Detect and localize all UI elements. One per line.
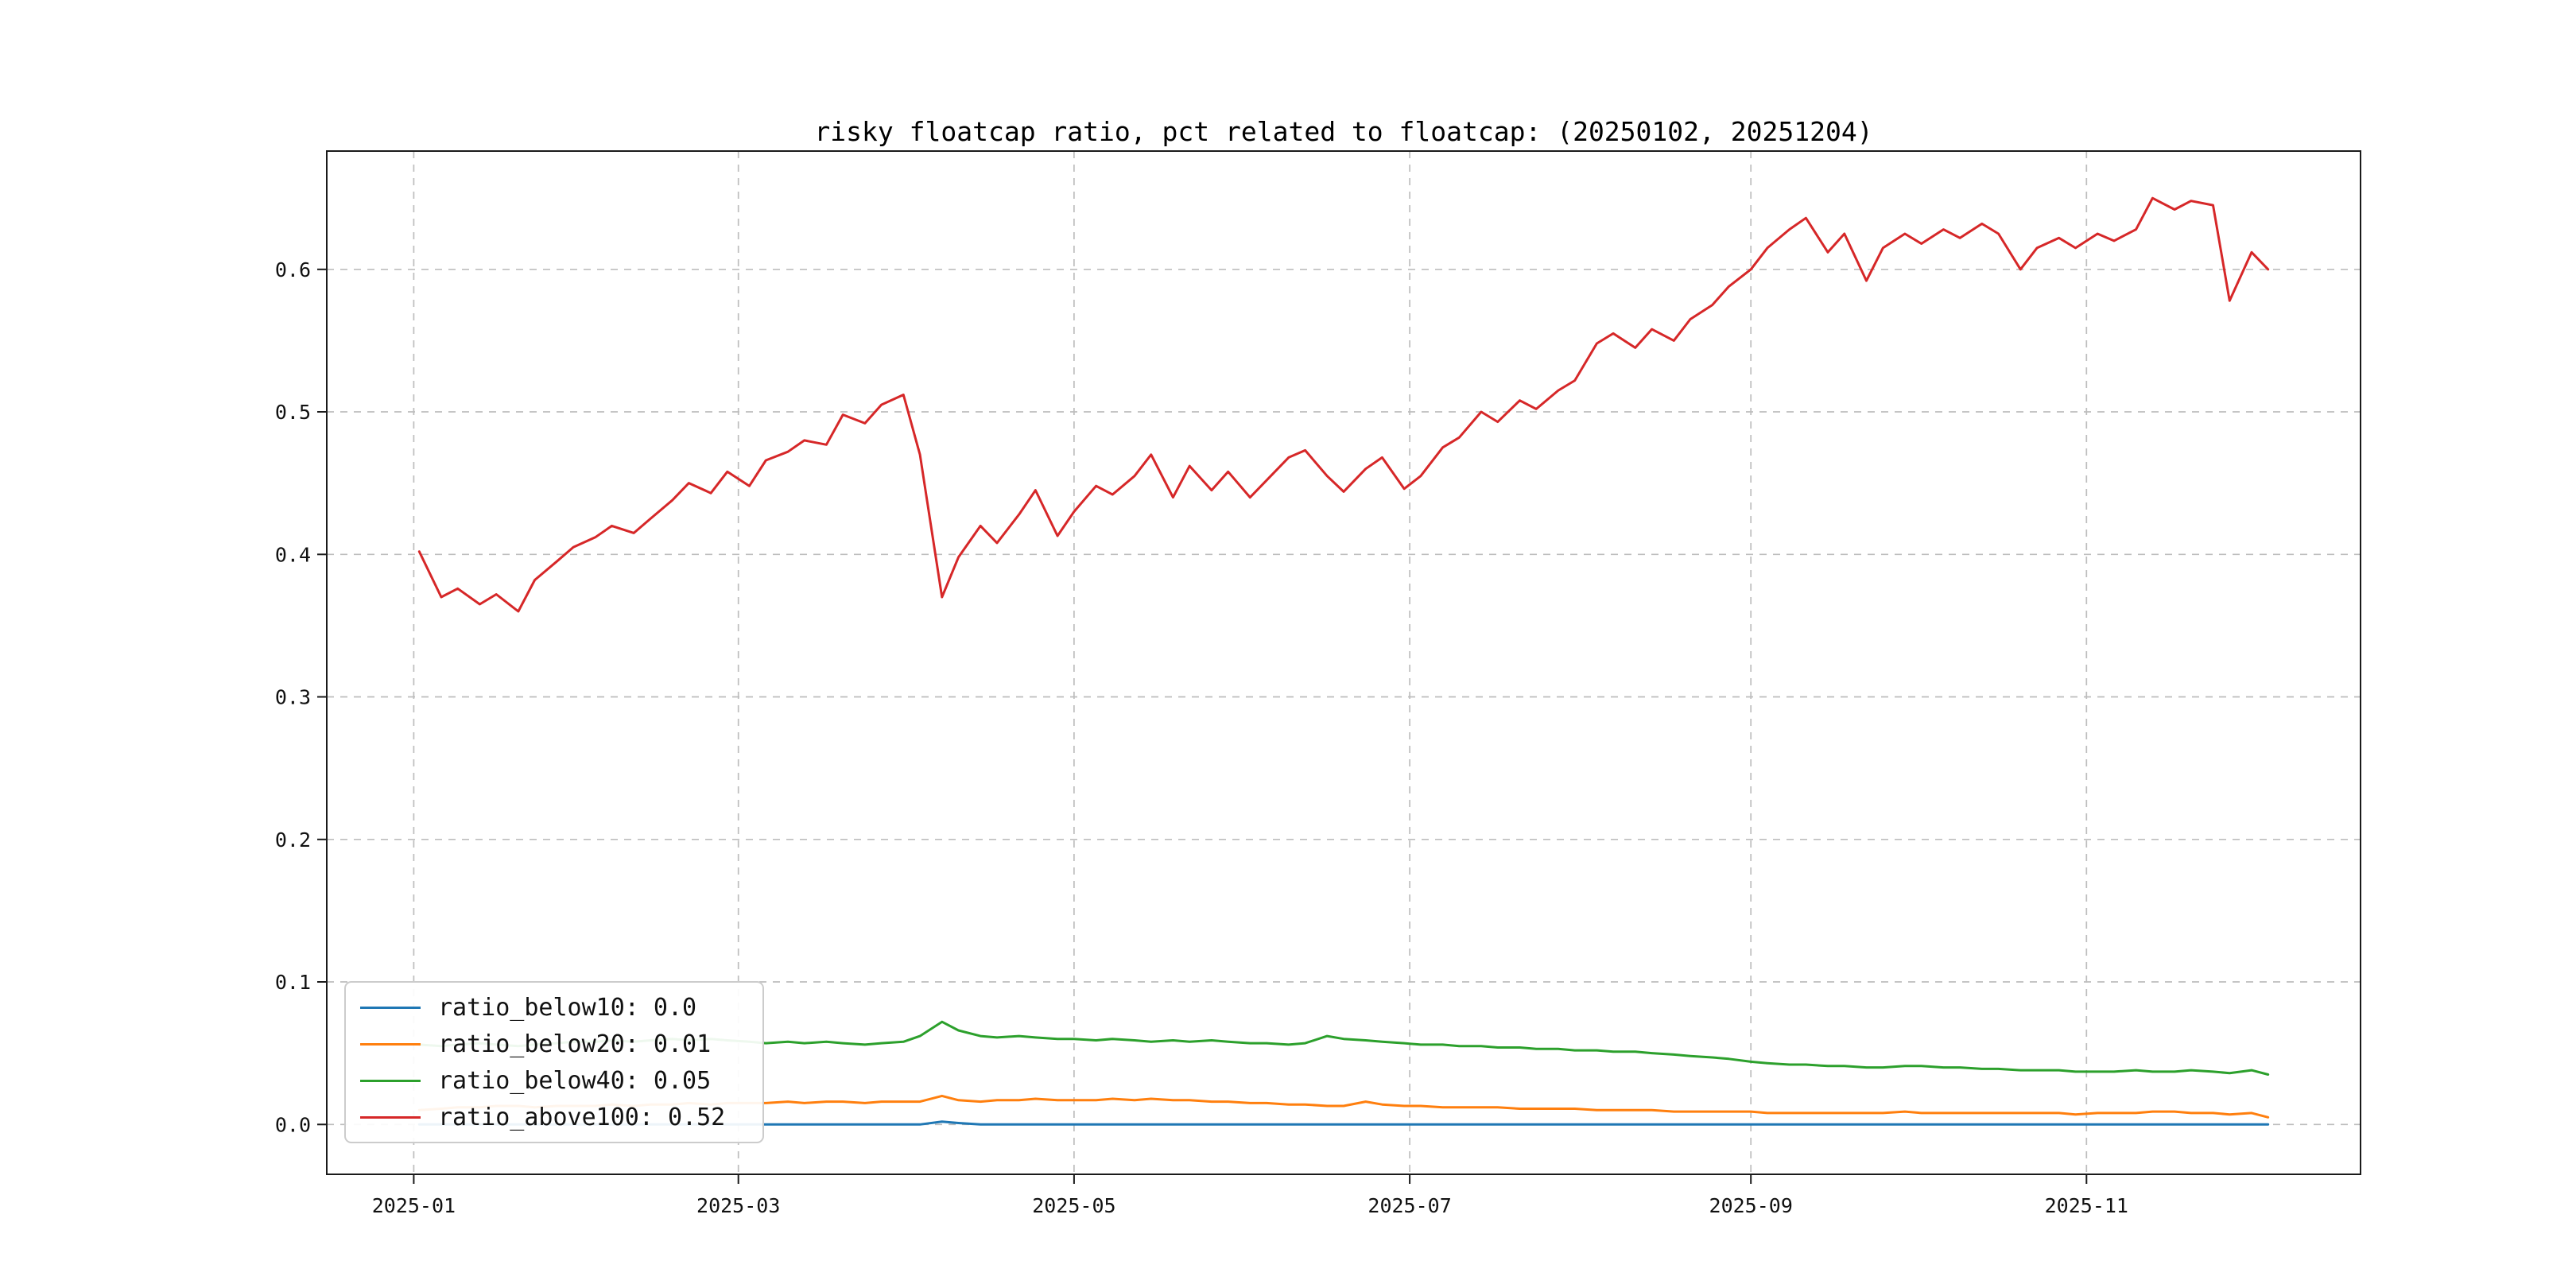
legend-line-sample bbox=[360, 1079, 421, 1082]
axes-border bbox=[326, 150, 2361, 1175]
legend-line-sample bbox=[360, 1006, 421, 1009]
x-axis-tick-label: 2025-01 bbox=[372, 1194, 456, 1217]
x-axis-tick-label: 2025-09 bbox=[1709, 1194, 1793, 1217]
legend-line-sample bbox=[360, 1042, 421, 1046]
legend-item-label: ratio_below40: 0.05 bbox=[438, 1066, 712, 1095]
y-axis-tick-label: 0.6 bbox=[275, 258, 311, 281]
x-axis-tick-label: 2025-05 bbox=[1032, 1194, 1115, 1217]
y-axis-tick-label: 0.2 bbox=[275, 828, 311, 852]
y-axis-tick-label: 0.4 bbox=[275, 543, 311, 566]
y-axis-tick-label: 0.5 bbox=[275, 401, 311, 424]
y-axis-tick-label: 0.0 bbox=[275, 1113, 311, 1136]
x-axis-tick-label: 2025-03 bbox=[696, 1194, 780, 1217]
legend-item: ratio_below10: 0.0 bbox=[360, 990, 748, 1025]
y-axis-tick-label: 0.1 bbox=[275, 971, 311, 994]
legend-item: ratio_below40: 0.05 bbox=[360, 1063, 748, 1098]
legend-item-label: ratio_above100: 0.52 bbox=[438, 1103, 726, 1131]
x-axis-tick-label: 2025-11 bbox=[2045, 1194, 2128, 1217]
legend-item-label: ratio_below20: 0.01 bbox=[438, 1030, 712, 1058]
x-axis-tick-label: 2025-07 bbox=[1368, 1194, 1451, 1217]
legend: ratio_below10: 0.0 ratio_below20: 0.01 rat… bbox=[344, 981, 764, 1143]
series-line-ratio_above100 bbox=[417, 196, 2270, 613]
y-axis-tick-label: 0.3 bbox=[275, 686, 311, 709]
legend-item-label: ratio_below10: 0.0 bbox=[438, 993, 697, 1022]
legend-item: ratio_above100: 0.52 bbox=[360, 1100, 748, 1135]
chart-title: risky floatcap ratio, pct related to flo… bbox=[814, 116, 1873, 147]
legend-line-sample bbox=[360, 1115, 421, 1119]
legend-item: ratio_below20: 0.01 bbox=[360, 1026, 748, 1061]
